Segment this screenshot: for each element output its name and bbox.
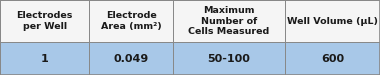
- Bar: [173, 0, 285, 42]
- Bar: [173, 42, 285, 75]
- Bar: [285, 0, 380, 42]
- Text: 1: 1: [41, 53, 49, 64]
- Text: 50-100: 50-100: [207, 53, 250, 64]
- Text: Maximum
Number of
Cells Measured: Maximum Number of Cells Measured: [188, 6, 269, 36]
- Bar: [285, 42, 380, 75]
- Bar: [89, 0, 173, 42]
- Bar: [0, 0, 89, 42]
- Text: 0.049: 0.049: [114, 53, 149, 64]
- Text: Well Volume (μL): Well Volume (μL): [287, 16, 378, 26]
- Bar: [89, 42, 173, 75]
- Text: 600: 600: [321, 53, 344, 64]
- Text: Electrode
Area (mm²): Electrode Area (mm²): [101, 11, 162, 31]
- Text: Electrodes
per Well: Electrodes per Well: [16, 11, 73, 31]
- Bar: [0, 42, 89, 75]
